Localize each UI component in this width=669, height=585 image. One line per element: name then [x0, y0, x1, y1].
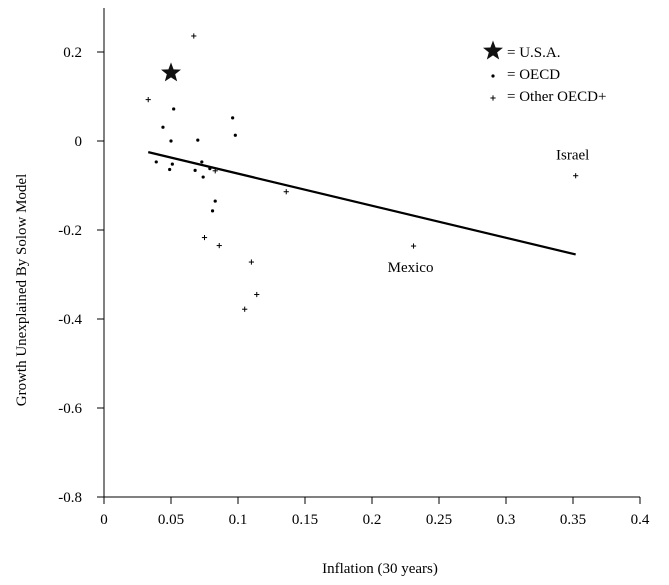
x-tick-label: 0 — [100, 512, 108, 528]
legend: = U.S.A. = OECD = Other OECD+ — [483, 40, 606, 105]
legend-item: = OECD — [491, 67, 560, 83]
y-tick-label: -0.4 — [58, 312, 82, 328]
data-point-plus — [283, 189, 289, 195]
data-point-plus — [254, 291, 260, 298]
data-point-dot — [231, 116, 235, 120]
legend-plus-marker — [490, 95, 496, 101]
trend-line-layer — [147, 151, 576, 256]
series-star — [161, 62, 181, 82]
annotations: Israel Mexico — [388, 148, 590, 276]
data-point-plus — [573, 173, 579, 179]
y-tick-label: 0.2 — [63, 45, 82, 61]
data-point-dot — [193, 168, 197, 172]
legend-label: = U.S.A. — [507, 45, 560, 61]
data-point-dot — [201, 175, 205, 179]
data-point-dot — [200, 160, 204, 164]
data-point-dot — [172, 107, 176, 111]
y-tick-label: 0 — [75, 134, 83, 150]
legend-label: = OECD — [507, 67, 560, 83]
legend-item: = U.S.A. — [483, 40, 560, 61]
y-tick-label: -0.8 — [58, 490, 82, 506]
data-point-star — [161, 62, 181, 82]
legend-star-marker — [483, 40, 503, 60]
data-point-plus — [242, 306, 248, 312]
data-point-plus — [248, 259, 254, 265]
x-tick-label: 0.1 — [229, 512, 248, 528]
data-point-plus — [201, 234, 208, 241]
x-tick-label: 0.35 — [560, 512, 586, 528]
data-point-plus — [191, 33, 197, 39]
data-point-plus — [145, 97, 151, 103]
data-point-dot — [170, 162, 174, 166]
data-points — [145, 33, 579, 312]
x-axis-label: Inflation (30 years) — [322, 561, 438, 577]
axes: 0 0.05 0.1 0.15 0.2 0.25 0.3 0.35 0.4 -0.8 -0.6 -0.… — [14, 8, 650, 577]
y-tick-label: -0.2 — [58, 223, 82, 239]
series-plus — [145, 33, 579, 312]
data-point-dot — [208, 166, 212, 171]
point-annotation: Mexico — [388, 260, 434, 276]
data-point-plus — [410, 243, 417, 249]
data-point-dot — [168, 167, 172, 172]
y-tick-label: -0.6 — [58, 401, 82, 417]
regression-line — [147, 151, 576, 256]
series-dot — [154, 107, 237, 213]
data-point-plus — [216, 242, 222, 249]
x-tick-label: 0.2 — [363, 512, 382, 528]
legend-label: = Other OECD+ — [507, 89, 606, 105]
legend-item: = Other OECD+ — [490, 89, 606, 105]
data-point-dot — [233, 133, 237, 137]
x-tick-label: 0.25 — [426, 512, 452, 528]
data-point-dot — [169, 139, 173, 143]
data-point-dot — [154, 160, 158, 164]
point-annotation: Israel — [556, 148, 589, 164]
data-point-dot — [210, 209, 215, 213]
data-point-dot — [161, 125, 165, 129]
data-point-plus — [212, 168, 218, 174]
x-tick-label: 0.3 — [497, 512, 516, 528]
y-axis-label: Growth Unexplained By Solow Model — [14, 174, 30, 406]
data-point-dot — [213, 199, 217, 203]
x-tick-label: 0.05 — [158, 512, 184, 528]
data-point-dot — [196, 138, 200, 142]
x-tick-label: 0.15 — [292, 512, 318, 528]
legend-dot-marker — [491, 74, 495, 78]
x-tick-label: 0.4 — [631, 512, 650, 528]
